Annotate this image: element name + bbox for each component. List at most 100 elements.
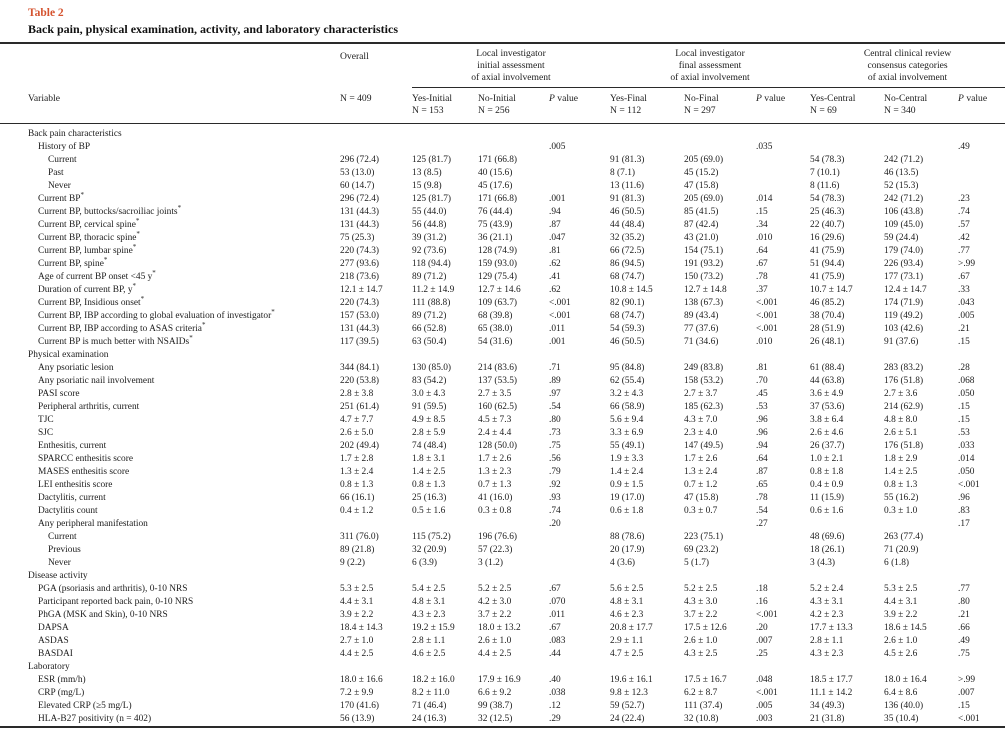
value-cell: 47 (15.8): [684, 181, 719, 191]
value-cell: 91 (37.6): [884, 337, 919, 347]
value-cell: 4.5 ± 7.3: [478, 415, 512, 425]
value-cell: 179 (74.0): [884, 246, 924, 256]
value-cell: 66 (72.5): [610, 246, 645, 256]
value-cell: .78: [756, 272, 768, 282]
value-cell: .79: [549, 467, 561, 477]
value-cell: 9 (2.2): [340, 558, 365, 568]
value-cell: 3 (1.2): [478, 558, 503, 568]
value-cell: .010: [756, 233, 773, 243]
group-header-row: Overall Local investigator initial asses…: [0, 43, 1005, 88]
value-cell: 3.3 ± 6.9: [610, 428, 644, 438]
value-cell: 128 (50.0): [478, 441, 518, 451]
value-cell: [610, 124, 684, 142]
value-cell: 55 (16.2): [884, 493, 919, 503]
value-cell: 74 (48.4): [412, 441, 447, 451]
value-cell: [549, 570, 610, 583]
value-cell: 3.7 ± 2.2: [684, 610, 718, 620]
value-cell: [478, 124, 549, 142]
value-cell: 1.7 ± 2.8: [340, 454, 374, 464]
row-label: Physical examination: [28, 350, 109, 360]
value-cell: [549, 124, 610, 142]
value-cell: .41: [549, 272, 561, 282]
value-cell: [756, 557, 810, 570]
value-cell: [610, 570, 684, 583]
value-cell: 4.3 ± 3.0: [684, 597, 718, 607]
value-cell: 205 (69.0): [684, 155, 724, 165]
row-label: DAPSA: [38, 623, 69, 633]
value-cell: 32 (10.8): [684, 714, 719, 724]
value-cell: [958, 167, 1005, 180]
footnote-marker: *: [103, 255, 108, 264]
value-cell: 20 (17.9): [610, 545, 645, 555]
table-row: Current 311 (76.0) 115 (75.2) 196 (76.6) 88 …: [0, 531, 1005, 544]
value-cell: 45 (17.6): [478, 181, 513, 191]
value-cell: 4.3 ± 2.3: [810, 649, 844, 659]
table-row: PhGA (MSK and Skin), 0-10 NRS 3.9 ± 2.2 4.…: [0, 609, 1005, 622]
value-cell: .74: [549, 506, 561, 516]
spacer-cell: [0, 43, 340, 88]
value-cell: <.001: [756, 311, 778, 321]
value-cell: 4.6 ± 2.3: [610, 610, 644, 620]
footnote-marker: *: [271, 307, 275, 316]
value-cell: .94: [756, 441, 768, 451]
value-cell: 4.2 ± 3.0: [478, 597, 512, 607]
value-cell: 2.8 ± 1.1: [412, 636, 446, 646]
table-row: Dactylitis, current 66 (16.1) 25 (16.3) 41 …: [0, 492, 1005, 505]
value-cell: [958, 661, 1005, 674]
value-cell: .011: [549, 610, 566, 620]
row-label: Participant reported back pain, 0-10 NRS: [38, 597, 194, 607]
value-cell: 1.7 ± 2.6: [478, 454, 512, 464]
table-row: MASES enthesitis score 1.3 ± 2.4 1.4 ± 2.5…: [0, 466, 1005, 479]
value-cell: 41 (75.9): [810, 246, 845, 256]
value-cell: [810, 661, 884, 674]
group-header-central-review: Central clinical review consensus catego…: [810, 43, 1005, 88]
value-cell: [810, 570, 884, 583]
value-cell: 8.2 ± 11.0: [412, 688, 450, 698]
value-cell: 41 (16.0): [478, 493, 513, 503]
value-cell: 19.6 ± 16.1: [610, 675, 653, 685]
value-cell: [478, 570, 549, 583]
value-cell: 214 (83.6): [478, 363, 518, 373]
value-cell: 125 (81.7): [412, 194, 452, 204]
value-cell: 5.6 ± 9.4: [610, 415, 644, 425]
value-cell: 32 (20.9): [412, 545, 447, 555]
value-cell: .20: [756, 623, 768, 633]
value-cell: 18.0 ± 13.2: [478, 623, 521, 633]
value-cell: .81: [756, 363, 768, 373]
value-cell: .18: [756, 584, 768, 594]
footnote-marker: *: [135, 216, 140, 225]
value-cell: 87 (42.4): [684, 220, 719, 230]
value-cell: 12.7 ± 14.6: [478, 285, 521, 295]
value-cell: .28: [958, 363, 970, 373]
value-cell: <.001: [756, 324, 778, 334]
value-cell: 65 (38.0): [478, 324, 513, 334]
value-cell: 89 (43.4): [684, 311, 719, 321]
value-cell: [412, 141, 478, 154]
value-cell: 226 (93.4): [884, 259, 924, 269]
value-cell: 131 (44.3): [340, 207, 380, 217]
value-cell: .050: [958, 467, 975, 477]
value-cell: 91 (59.5): [412, 402, 447, 412]
value-cell: <.001: [549, 298, 571, 308]
value-cell: [756, 661, 810, 674]
value-cell: [958, 557, 1005, 570]
value-cell: 130 (85.0): [412, 363, 452, 373]
value-cell: .21: [958, 324, 970, 334]
value-cell: 5.3 ± 2.5: [340, 584, 374, 594]
value-cell: 159 (93.0): [478, 259, 518, 269]
value-cell: 17.9 ± 16.9: [478, 675, 521, 685]
value-cell: [610, 141, 684, 154]
value-cell: .20: [549, 519, 561, 529]
value-cell: 242 (71.2): [884, 194, 924, 204]
value-cell: .77: [958, 246, 970, 256]
value-cell: 0.6 ± 1.6: [810, 506, 844, 516]
value-cell: 3.9 ± 2.2: [340, 610, 374, 620]
value-cell: .73: [549, 428, 561, 438]
value-cell: 22 (40.7): [810, 220, 845, 230]
value-cell: [884, 141, 958, 154]
value-cell: 18.0 ± 16.4: [884, 675, 927, 685]
value-cell: .15: [756, 207, 768, 217]
value-cell: 75 (25.3): [340, 233, 375, 243]
value-cell: 3.0 ± 4.3: [412, 389, 446, 399]
value-cell: .44: [549, 649, 561, 659]
